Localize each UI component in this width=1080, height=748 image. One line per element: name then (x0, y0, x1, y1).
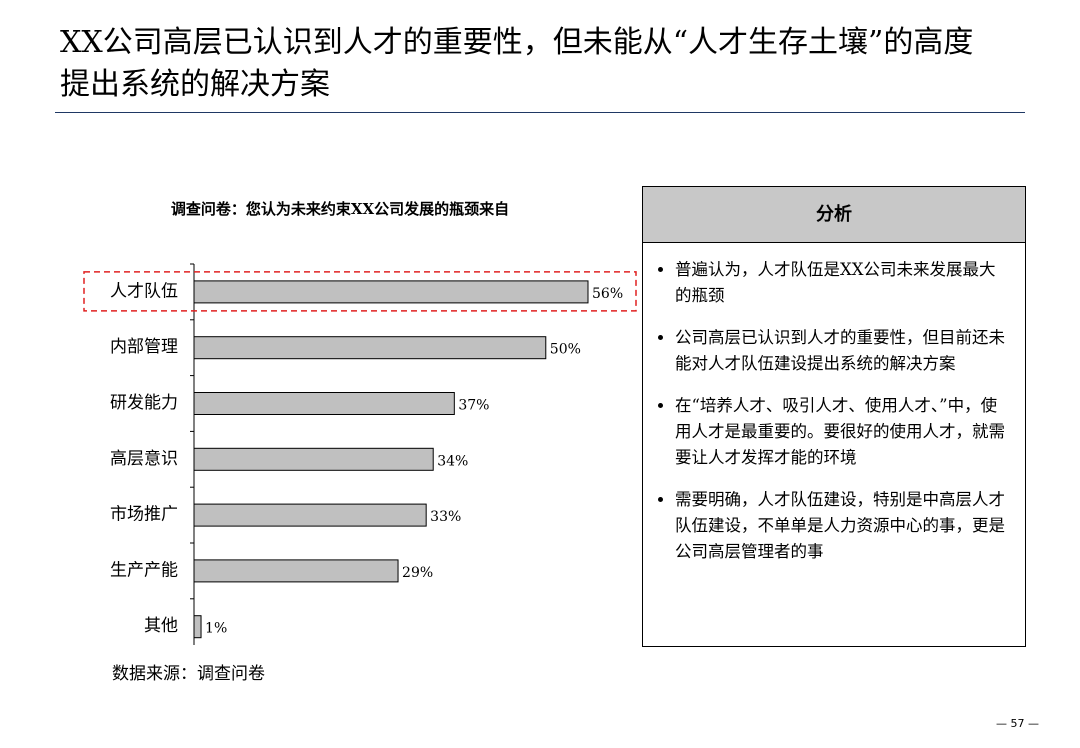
analysis-bullet: 普遍认为，人才队伍是XX公司未来发展最大的瓶颈 (675, 257, 1009, 309)
y-tick-label: 内部管理 (110, 337, 178, 357)
analysis-list: 普遍认为，人才队伍是XX公司未来发展最大的瓶颈公司高层已认识到人才的重要性，但目… (643, 243, 1025, 565)
bar (193, 392, 455, 415)
y-tick-label: 高层意识 (110, 449, 178, 469)
bar (193, 336, 547, 360)
data-label: 50% (550, 342, 581, 358)
data-label: 37% (458, 398, 489, 414)
bar (193, 447, 434, 471)
y-tick-label: 市场推广 (110, 505, 178, 525)
data-label: 33% (430, 509, 461, 525)
y-tick-label: 人才队伍 (110, 281, 178, 301)
source-note: 数据来源：调查问卷 (112, 664, 265, 684)
y-tick-label: 研发能力 (110, 393, 178, 413)
slide-title: XX公司高层已认识到人才的重要性，但未能从“人才生存土壤”的高度提出系统的解决方… (60, 25, 974, 102)
title-rule (55, 112, 1025, 113)
data-label: 34% (437, 453, 468, 469)
bar (193, 559, 399, 583)
bar (193, 280, 589, 304)
data-label: 1% (205, 621, 227, 637)
data-label: 29% (402, 565, 433, 581)
bar (193, 503, 427, 527)
analysis-title: 分析 (643, 187, 1025, 243)
page-number: — 57 — (996, 717, 1039, 730)
analysis-bullet: 公司高层已认识到人才的重要性，但目前还未能对人才队伍建设提出系统的解决方案 (675, 325, 1009, 377)
analysis-box: 分析 普遍认为，人才队伍是XX公司未来发展最大的瓶颈公司高层已认识到人才的重要性… (642, 186, 1026, 647)
analysis-bullet: 需要明确，人才队伍建设，特别是中高层人才队伍建设，不单单是人力资源中心的事，更是… (675, 487, 1009, 565)
chart-title: 调查问卷：您认为未来约束XX公司发展的瓶颈来自 (171, 200, 509, 218)
y-tick-label: 其他 (144, 616, 178, 636)
highlight-box (83, 271, 637, 312)
y-tick-label: 生产产能 (110, 560, 178, 580)
analysis-bullet: 在“培养人才、吸引人才、使用人才、”中，使用人才是最重要的。要很好的使用人才，就… (675, 393, 1009, 471)
bar (193, 615, 202, 639)
data-label: 56% (592, 286, 623, 302)
